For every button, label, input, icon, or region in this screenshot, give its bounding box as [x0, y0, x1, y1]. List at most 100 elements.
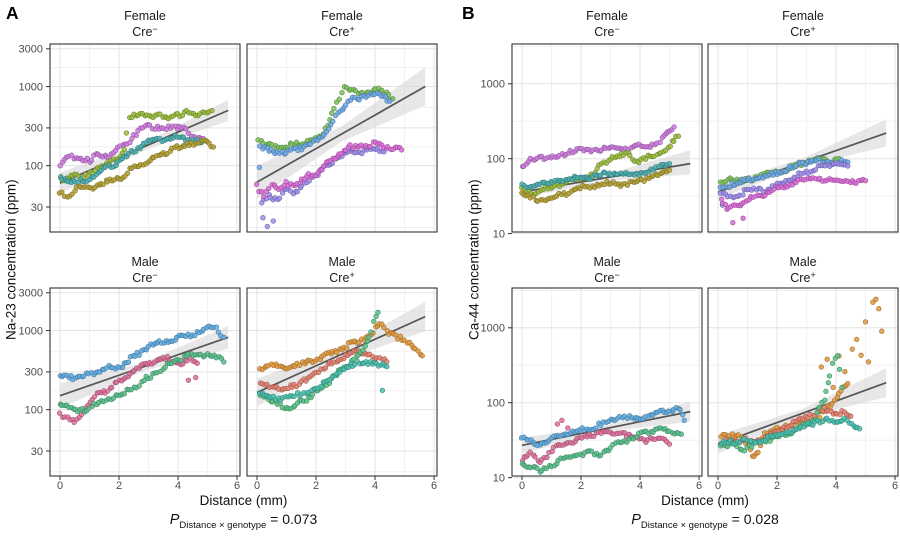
strip-sex-label: Female — [124, 9, 166, 23]
series-magenta-points — [719, 175, 869, 226]
strip-genotype-sup: + — [349, 24, 354, 34]
regression-line — [59, 336, 229, 397]
x-tick-label: 0 — [715, 480, 721, 492]
y-tick-label: 100 — [25, 404, 43, 416]
p-value: = 0.073 — [270, 511, 318, 527]
strip-sex-label: Female — [586, 9, 628, 23]
panel-a-letter: A — [6, 3, 19, 23]
x-tick-label: 4 — [637, 480, 643, 492]
series-orchid-points — [57, 121, 209, 169]
y-tick-label: 1000 — [481, 323, 505, 335]
x-tick-label: 6 — [892, 480, 898, 492]
p-subscript: Distance × genotype — [179, 519, 267, 531]
x-tick-label: 2 — [313, 480, 319, 492]
strip-genotype-label: Cre− — [594, 24, 619, 39]
y-tick-label: 10 — [493, 228, 505, 240]
y-tick-label: 30 — [31, 446, 43, 458]
series-olive-points — [519, 167, 673, 204]
facet-border — [246, 287, 438, 477]
facet-A-3 — [246, 287, 438, 477]
strip-sex-label: Female — [321, 9, 363, 23]
strip-genotype-sup: + — [349, 270, 354, 280]
panel-b: B Ca-44 concentration (ppm) Female Cre− 10… — [455, 0, 900, 538]
facet-border — [707, 287, 899, 477]
facet-border — [511, 43, 703, 233]
strip-genotype-sup: − — [152, 270, 157, 280]
gridlines — [50, 44, 240, 232]
facet-B-3 — [707, 287, 899, 479]
strip-sex-label: Male — [593, 255, 620, 269]
series-skyblue-points — [518, 404, 687, 449]
series-teal-points — [58, 132, 205, 186]
facet-border — [246, 43, 438, 233]
x-tick-label: 6 — [696, 480, 702, 492]
series-olive-points — [56, 137, 217, 200]
facet-A-2 — [49, 287, 241, 477]
panel-b-plot: FemaleCre−101001000FemaleCre+MaleCre−101… — [481, 9, 899, 492]
panel-a: A Na-23 concentration (ppm) Female Cre− 30… — [0, 0, 440, 538]
facet-B-2 — [511, 287, 703, 479]
y-tick-label: 10 — [493, 472, 505, 484]
panel-a-x-axis-title: Distance (mm) — [199, 493, 288, 508]
y-tick-label: 100 — [487, 153, 505, 165]
strip-genotype-base: Cre — [329, 271, 349, 285]
regression-line — [256, 315, 426, 394]
x-tick-label: 6 — [234, 480, 240, 492]
strip-genotype-base: Cre — [329, 25, 349, 39]
regression-line — [717, 381, 887, 445]
x-tick-label: 4 — [833, 480, 839, 492]
strip-sex-label: Female — [782, 9, 824, 23]
confidence-ribbon — [257, 67, 426, 199]
panel-b-letter: B — [462, 3, 475, 23]
strip-genotype-label: Cre+ — [790, 270, 815, 285]
series-turquoise-points — [718, 415, 863, 447]
strip-genotype-sup: − — [152, 24, 157, 34]
strip-genotype-label: Cre− — [594, 270, 619, 285]
strip-sex-label: Male — [328, 255, 355, 269]
x-tick-label: 2 — [774, 480, 780, 492]
facet-B-1 — [707, 43, 899, 235]
series-orchid-points — [520, 124, 677, 170]
strip-sex-label: Male — [789, 255, 816, 269]
strip-genotype-base: Cre — [594, 271, 614, 285]
panel-a-pvalue: PDistance × genotype = 0.073 — [50, 511, 437, 531]
series-salmon-points — [718, 404, 854, 446]
panel-a-y-axis-title: Na-23 concentration (ppm) — [3, 179, 19, 341]
panel-b-pvalue: PDistance × genotype = 0.028 — [512, 511, 898, 531]
panel-b-y-axis-title: Ca-44 concentration (ppm) — [466, 179, 482, 341]
strip-genotype-sup: + — [810, 270, 815, 280]
series-seagreen-points — [57, 351, 227, 415]
strip-genotype-label: Cre+ — [790, 24, 815, 39]
panel-a-plot: FemaleCre−3010030010003000FemaleCre+Male… — [19, 9, 438, 492]
regression-line — [256, 85, 426, 183]
strip-genotype-label: Cre+ — [329, 270, 354, 285]
facet-border — [707, 43, 899, 233]
panel-b-x-axis-title: Distance (mm) — [661, 493, 749, 508]
p-symbol: P — [631, 512, 641, 528]
y-tick-label: 3000 — [19, 44, 43, 56]
p-value: = 0.028 — [731, 511, 779, 527]
facet-A-0 — [49, 43, 241, 233]
y-tick-label: 3000 — [19, 288, 43, 300]
y-tick-label: 300 — [25, 123, 43, 135]
strip-genotype-label: Cre− — [132, 270, 157, 285]
x-tick-label: 4 — [372, 480, 378, 492]
strip-genotype-base: Cre — [594, 25, 614, 39]
x-tick-label: 0 — [254, 480, 260, 492]
x-tick-label: 2 — [116, 480, 122, 492]
x-tick-label: 4 — [175, 480, 181, 492]
series-seagreen-points — [519, 425, 684, 475]
y-tick-label: 1000 — [481, 79, 505, 91]
y-tick-label: 100 — [487, 397, 505, 409]
strip-genotype-sup: − — [614, 24, 619, 34]
y-tick-label: 1000 — [19, 325, 43, 337]
series-teal-points — [519, 160, 673, 191]
gridlines — [50, 288, 240, 476]
strip-genotype-base: Cre — [790, 271, 810, 285]
series-turquoise-points — [256, 358, 390, 403]
x-tick-label: 0 — [57, 480, 63, 492]
series-skyblue-points — [256, 90, 393, 171]
series-skyblue-points — [57, 323, 227, 383]
p-symbol: P — [169, 512, 180, 528]
